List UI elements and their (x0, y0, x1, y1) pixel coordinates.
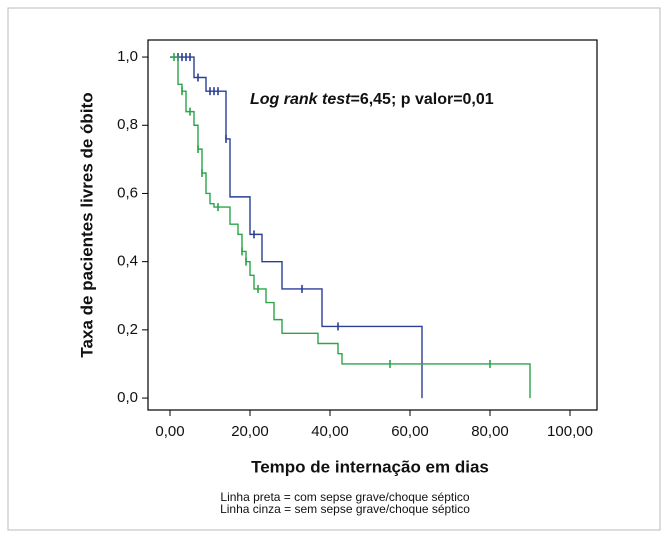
y-tick-label: 0,8 (117, 116, 138, 133)
annotation-italic: Log rank test (250, 91, 351, 108)
figure-frame (7, 7, 661, 531)
survival-curve (170, 56, 423, 399)
y-tick-label: 0,2 (117, 321, 138, 338)
x-tick-label: 100,00 (547, 423, 593, 440)
x-tick-label: 40,00 (311, 423, 349, 440)
x-tick-label: 80,00 (471, 423, 509, 440)
annotation-rest: =6,45; p valor=0,01 (350, 91, 493, 108)
y-axis-label: Taxa de pacientes livres de óbito (77, 92, 96, 357)
x-tick-label: 0,00 (155, 423, 184, 440)
survival-curve (170, 56, 531, 399)
x-tick-label: 60,00 (391, 423, 429, 440)
footnote: Linha cinza = sem sepse grave/choque sép… (220, 502, 470, 516)
annotation-box (238, 72, 556, 126)
x-tick-label: 20,00 (231, 423, 269, 440)
annotation: Log rank test=6,45; p valor=0,01 (250, 91, 494, 108)
y-tick-label: 1,0 (117, 48, 138, 65)
y-tick-label: 0,0 (117, 389, 138, 406)
y-tick-label: 0,6 (117, 184, 138, 201)
x-axis-label: Tempo de internação em dias (251, 457, 489, 476)
y-tick-label: 0,4 (117, 253, 138, 270)
footnote: Linha preta = com sepse grave/choque sép… (220, 490, 469, 504)
